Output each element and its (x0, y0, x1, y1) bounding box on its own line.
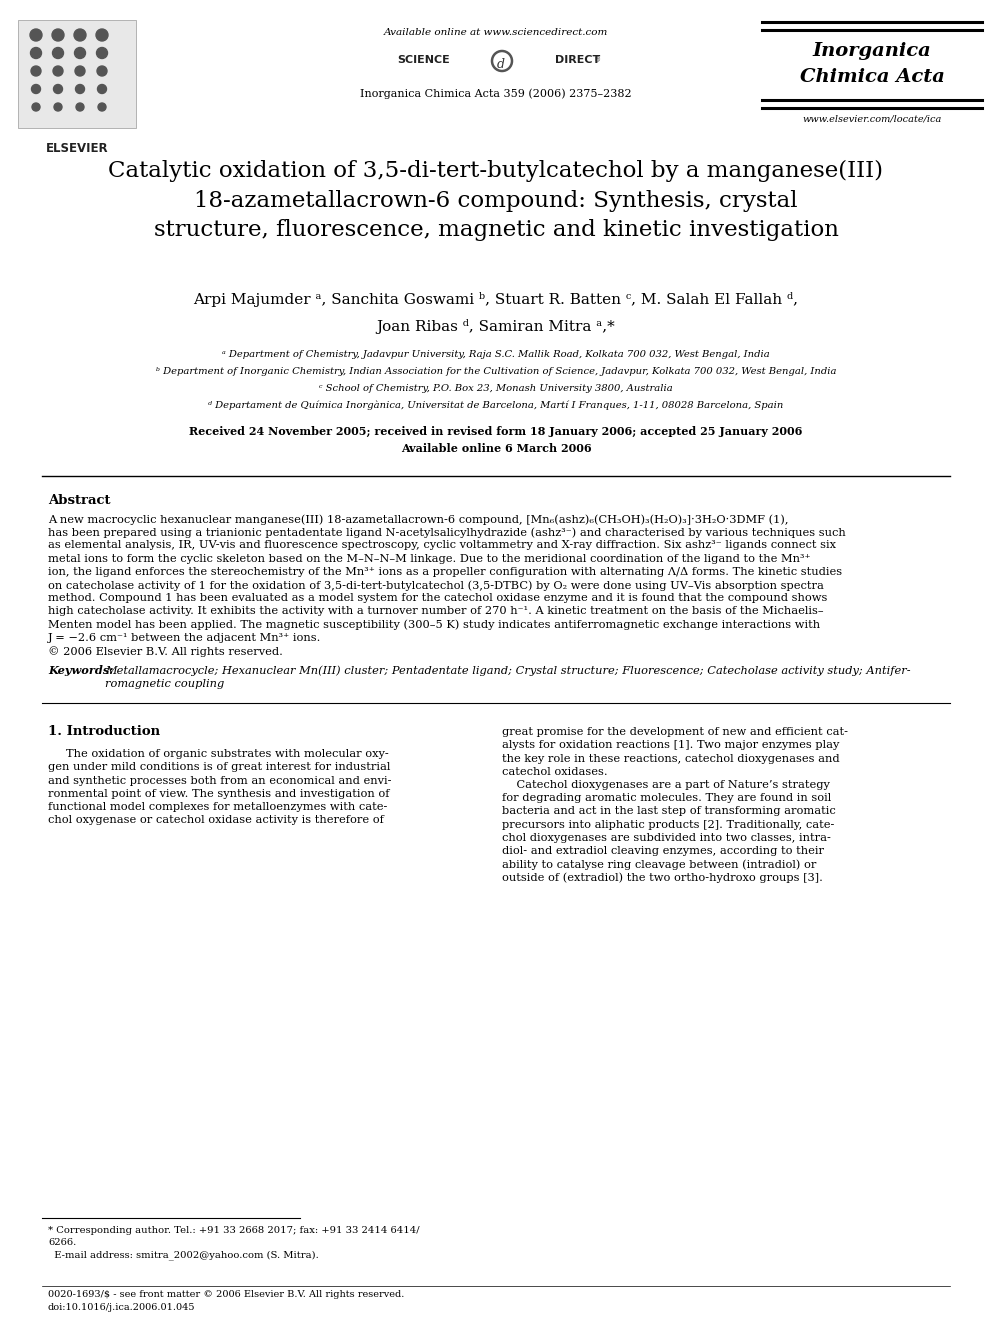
Text: Abstract: Abstract (48, 493, 110, 507)
Text: Inorganica: Inorganica (812, 42, 931, 60)
Text: ronmental point of view. The synthesis and investigation of: ronmental point of view. The synthesis a… (48, 789, 390, 799)
Text: J = −2.6 cm⁻¹ between the adjacent Mn³⁺ ions.: J = −2.6 cm⁻¹ between the adjacent Mn³⁺ … (48, 632, 321, 643)
Circle shape (98, 103, 106, 111)
Text: bacteria and act in the last step of transforming aromatic: bacteria and act in the last step of tra… (502, 807, 835, 816)
Text: Metallamacrocycle; Hexanuclear Mn(III) cluster; Pentadentate ligand; Crystal str: Metallamacrocycle; Hexanuclear Mn(III) c… (105, 665, 911, 689)
Text: diol- and extradiol cleaving enzymes, according to their: diol- and extradiol cleaving enzymes, ac… (502, 845, 824, 856)
Text: * Corresponding author. Tel.: +91 33 2668 2017; fax: +91 33 2414 6414/: * Corresponding author. Tel.: +91 33 266… (48, 1226, 420, 1234)
Text: E-mail address: smitra_2002@yahoo.com (S. Mitra).: E-mail address: smitra_2002@yahoo.com (S… (48, 1250, 318, 1259)
Circle shape (32, 103, 40, 111)
Circle shape (75, 85, 84, 94)
Text: for degrading aromatic molecules. They are found in soil: for degrading aromatic molecules. They a… (502, 794, 831, 803)
Text: Keywords:: Keywords: (48, 665, 113, 676)
Text: as elemental analysis, IR, UV-vis and fluorescence spectroscopy, cyclic voltamme: as elemental analysis, IR, UV-vis and fl… (48, 540, 836, 550)
Circle shape (76, 103, 84, 111)
Text: catechol oxidases.: catechol oxidases. (502, 767, 608, 777)
Text: 6266.: 6266. (48, 1238, 76, 1248)
Text: ᵇ Department of Inorganic Chemistry, Indian Association for the Cultivation of S: ᵇ Department of Inorganic Chemistry, Ind… (156, 366, 836, 376)
Text: Inorganica Chimica Acta 359 (2006) 2375–2382: Inorganica Chimica Acta 359 (2006) 2375–… (360, 89, 632, 98)
Circle shape (31, 48, 42, 58)
Circle shape (96, 48, 107, 58)
Circle shape (30, 29, 42, 41)
Text: ®: ® (594, 56, 601, 64)
Circle shape (32, 85, 41, 94)
Circle shape (31, 66, 41, 75)
Circle shape (53, 48, 63, 58)
Text: chol dioxygenases are subdivided into two classes, intra-: chol dioxygenases are subdivided into tw… (502, 832, 831, 843)
Circle shape (52, 29, 64, 41)
Text: metal ions to form the cyclic skeleton based on the M–N–N–M linkage. Due to the : metal ions to form the cyclic skeleton b… (48, 553, 810, 564)
Text: ELSEVIER: ELSEVIER (46, 142, 108, 155)
Circle shape (54, 103, 62, 111)
Text: The oxidation of organic substrates with molecular oxy-: The oxidation of organic substrates with… (66, 749, 389, 759)
Text: ᵃ Department of Chemistry, Jadavpur University, Raja S.C. Mallik Road, Kolkata 7: ᵃ Department of Chemistry, Jadavpur Univ… (222, 351, 770, 359)
Text: SCIENCE: SCIENCE (397, 56, 450, 65)
Text: Chimica Acta: Chimica Acta (800, 67, 944, 86)
Circle shape (97, 85, 106, 94)
Text: and synthetic processes both from an economical and envi-: and synthetic processes both from an eco… (48, 775, 392, 786)
Text: Catechol dioxygenases are a part of Nature’s strategy: Catechol dioxygenases are a part of Natu… (502, 781, 830, 790)
Text: www.elsevier.com/locate/ica: www.elsevier.com/locate/ica (803, 114, 941, 123)
Text: on catecholase activity of 1 for the oxidation of 3,5-di-tert-butylcatechol (3,5: on catecholase activity of 1 for the oxi… (48, 579, 824, 590)
Circle shape (74, 29, 86, 41)
Text: high catecholase activity. It exhibits the activity with a turnover number of 27: high catecholase activity. It exhibits t… (48, 606, 823, 617)
Text: 0020-1693/$ - see front matter © 2006 Elsevier B.V. All rights reserved.
doi:10.: 0020-1693/$ - see front matter © 2006 El… (48, 1290, 405, 1311)
Text: A new macrocyclic hexanuclear manganese(III) 18-azametallacrown-6 compound, [Mn₆: A new macrocyclic hexanuclear manganese(… (48, 515, 789, 524)
Circle shape (97, 66, 107, 75)
Text: precursors into aliphatic products [2]. Traditionally, cate-: precursors into aliphatic products [2]. … (502, 820, 834, 830)
Text: alysts for oxidation reactions [1]. Two major enzymes play: alysts for oxidation reactions [1]. Two … (502, 741, 839, 750)
Text: Arpi Majumder ᵃ, Sanchita Goswami ᵇ, Stuart R. Batten ᶜ, M. Salah El Fallah ᵈ,
J: Arpi Majumder ᵃ, Sanchita Goswami ᵇ, Stu… (193, 292, 799, 333)
Text: Catalytic oxidation of 3,5-di-tert-butylcatechol by a manganese(III)
18-azametal: Catalytic oxidation of 3,5-di-tert-butyl… (108, 160, 884, 241)
Text: ability to catalyse ring cleavage between (intradiol) or: ability to catalyse ring cleavage betwee… (502, 859, 816, 869)
Circle shape (53, 66, 63, 75)
Text: has been prepared using a trianionic pentadentate ligand N-acetylsalicylhydrazid: has been prepared using a trianionic pen… (48, 527, 846, 537)
Text: gen under mild conditions is of great interest for industrial: gen under mild conditions is of great in… (48, 762, 391, 773)
Text: great promise for the development of new and efficient cat-: great promise for the development of new… (502, 728, 848, 737)
Text: © 2006 Elsevier B.V. All rights reserved.: © 2006 Elsevier B.V. All rights reserved… (48, 646, 283, 656)
Text: method. Compound 1 has been evaluated as a model system for the catechol oxidase: method. Compound 1 has been evaluated as… (48, 593, 827, 603)
Text: chol oxygenase or catechol oxidase activity is therefore of: chol oxygenase or catechol oxidase activ… (48, 815, 384, 826)
Text: ᶜ School of Chemistry, P.O. Box 23, Monash University 3800, Australia: ᶜ School of Chemistry, P.O. Box 23, Mona… (319, 384, 673, 393)
Circle shape (96, 29, 108, 41)
Circle shape (75, 66, 85, 75)
Circle shape (54, 85, 62, 94)
Text: Menten model has been applied. The magnetic susceptibility (300–5 K) study indic: Menten model has been applied. The magne… (48, 619, 820, 630)
Text: DIRECT: DIRECT (555, 56, 600, 65)
Text: 1. Introduction: 1. Introduction (48, 725, 160, 738)
Text: the key role in these reactions, catechol dioxygenases and: the key role in these reactions, catecho… (502, 754, 839, 763)
Text: functional model complexes for metalloenzymes with cate-: functional model complexes for metalloen… (48, 802, 387, 812)
Text: ᵈ Departament de Química Inorgànica, Universitat de Barcelona, Martí I Franques,: ᵈ Departament de Química Inorgànica, Uni… (208, 401, 784, 410)
Text: Available online at www.sciencedirect.com: Available online at www.sciencedirect.co… (384, 28, 608, 37)
Circle shape (74, 48, 85, 58)
Text: ion, the ligand enforces the stereochemistry of the Mn³⁺ ions as a propeller con: ion, the ligand enforces the stereochemi… (48, 566, 842, 577)
Text: d: d (497, 58, 505, 71)
Text: Received 24 November 2005; received in revised form 18 January 2006; accepted 25: Received 24 November 2005; received in r… (189, 426, 803, 454)
Text: outside of (extradiol) the two ortho-hydroxo groups [3].: outside of (extradiol) the two ortho-hyd… (502, 872, 823, 882)
Bar (18, 20, 136, 128)
